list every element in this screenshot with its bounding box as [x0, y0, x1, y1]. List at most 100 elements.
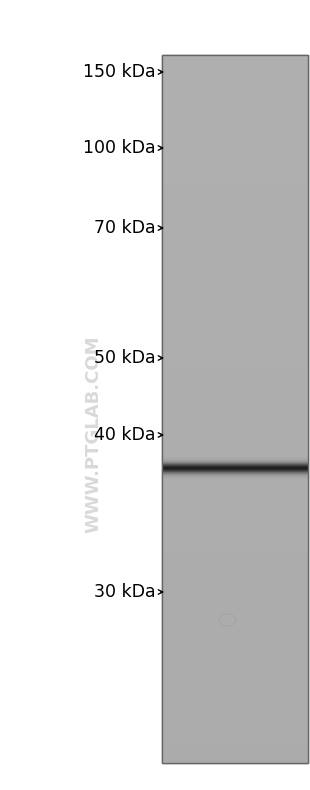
Bar [162, 744, 308, 747]
Bar [162, 716, 308, 719]
Bar [162, 83, 308, 86]
Bar [162, 416, 308, 419]
Bar [162, 624, 308, 626]
Bar [162, 433, 308, 435]
Bar [162, 97, 308, 100]
Bar [162, 699, 308, 702]
Bar [162, 190, 308, 193]
Bar [162, 109, 308, 112]
Bar [162, 634, 308, 636]
Bar [162, 610, 308, 612]
Bar [162, 428, 308, 431]
Bar [162, 338, 308, 341]
Bar [162, 104, 308, 107]
Bar [162, 737, 308, 740]
Text: 100 kDa: 100 kDa [83, 139, 156, 157]
Bar [162, 468, 308, 471]
Bar [162, 589, 308, 591]
Bar [162, 412, 308, 414]
Bar [162, 562, 308, 566]
Bar [162, 78, 308, 81]
Bar [162, 723, 308, 726]
Bar [162, 92, 308, 96]
Bar [162, 137, 308, 141]
Bar [162, 534, 308, 537]
Bar [162, 532, 308, 535]
Bar [162, 456, 308, 459]
Bar [162, 402, 308, 404]
Bar [162, 690, 308, 693]
Bar [162, 317, 308, 320]
Bar [162, 237, 308, 239]
Bar [162, 605, 308, 608]
Bar [162, 171, 308, 174]
Bar [162, 350, 308, 353]
Bar [162, 256, 308, 258]
Bar [162, 376, 308, 379]
Bar [162, 397, 308, 400]
Bar [162, 706, 308, 709]
Bar [162, 67, 308, 70]
Bar [162, 173, 308, 176]
Bar [162, 445, 308, 447]
Bar [162, 55, 308, 58]
Bar [162, 288, 308, 292]
Text: 30 kDa: 30 kDa [94, 583, 156, 601]
Bar [162, 152, 308, 155]
Bar [162, 629, 308, 631]
Bar [162, 520, 308, 523]
Bar [162, 228, 308, 230]
Bar [162, 95, 308, 98]
Bar [162, 529, 308, 532]
Bar [162, 362, 308, 365]
Bar [162, 735, 308, 738]
Bar [162, 220, 308, 223]
Bar [162, 149, 308, 152]
Bar [162, 213, 308, 216]
Bar [162, 201, 308, 204]
Bar [162, 579, 308, 581]
Bar [162, 216, 308, 218]
Bar [162, 584, 308, 586]
Bar [162, 246, 308, 249]
Bar [162, 713, 308, 717]
Bar [162, 636, 308, 638]
Bar [162, 70, 308, 72]
Bar [162, 249, 308, 251]
Bar [162, 116, 308, 119]
Bar [162, 145, 308, 148]
Bar [162, 300, 308, 303]
Bar [162, 161, 308, 164]
Bar [162, 438, 308, 440]
Bar [162, 130, 308, 134]
Bar [162, 572, 308, 574]
Bar [162, 381, 308, 383]
Bar [162, 65, 308, 67]
Bar [162, 461, 308, 464]
Bar [162, 272, 308, 275]
Bar [162, 244, 308, 246]
Bar [162, 336, 308, 339]
Text: WWW.PTGLAB.COM: WWW.PTGLAB.COM [84, 336, 102, 533]
Bar [162, 622, 308, 624]
Bar [162, 400, 308, 402]
Bar [162, 232, 308, 235]
Bar [162, 730, 308, 733]
Bar [162, 596, 308, 598]
Bar [162, 709, 308, 712]
Bar [162, 435, 308, 438]
Bar [162, 683, 308, 686]
Bar [162, 522, 308, 525]
Bar [162, 218, 308, 220]
Bar [162, 527, 308, 530]
Bar [162, 388, 308, 390]
Bar [162, 615, 308, 617]
Bar [162, 359, 308, 363]
Bar [162, 265, 308, 268]
Bar [162, 718, 308, 721]
Bar [162, 182, 308, 186]
Text: 70 kDa: 70 kDa [94, 219, 156, 237]
Bar [162, 477, 308, 480]
Bar [162, 312, 308, 315]
Bar [162, 525, 308, 528]
